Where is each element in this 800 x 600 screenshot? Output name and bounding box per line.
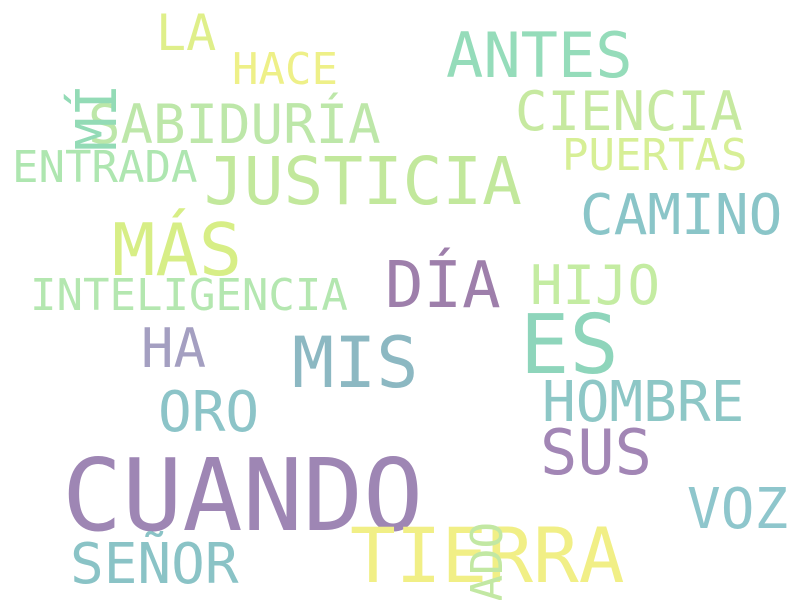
word-puertas: PUERTAS xyxy=(562,130,748,181)
word-antes: ANTES xyxy=(446,19,633,92)
word-hombre: HOMBRE xyxy=(542,370,745,435)
word-camino: CAMINO xyxy=(580,183,783,248)
word-voz: VOZ xyxy=(687,477,789,542)
word-senor: SEÑOR xyxy=(70,532,239,597)
word-justicia: JUSTICIA xyxy=(204,143,522,220)
word-la: LA xyxy=(156,4,217,62)
word-mis: MIS xyxy=(292,322,419,404)
word-tierra: TIERRA xyxy=(350,511,625,600)
word-ha: HA xyxy=(141,317,207,380)
word-lado: LADO xyxy=(462,522,513,600)
word-ciencia: CIENCIA xyxy=(515,80,743,143)
word-oro: ORO xyxy=(158,380,260,445)
word-dia: DÍA xyxy=(385,249,501,323)
word-entrada: ENTRADA xyxy=(12,142,198,193)
word-sabiduria: SABIDURÍA xyxy=(88,93,381,156)
word-hijo: HIJO xyxy=(530,254,661,317)
word-mi: MÍ xyxy=(65,83,130,151)
word-mas: MÁS xyxy=(112,208,243,292)
word-inteligencia: INTELIGENCIA xyxy=(30,270,348,321)
word-hace: HACE xyxy=(232,44,338,95)
word-cuando: CUANDO xyxy=(62,437,424,554)
word-sus: SUS xyxy=(540,416,652,489)
word-es: ES xyxy=(520,298,619,393)
